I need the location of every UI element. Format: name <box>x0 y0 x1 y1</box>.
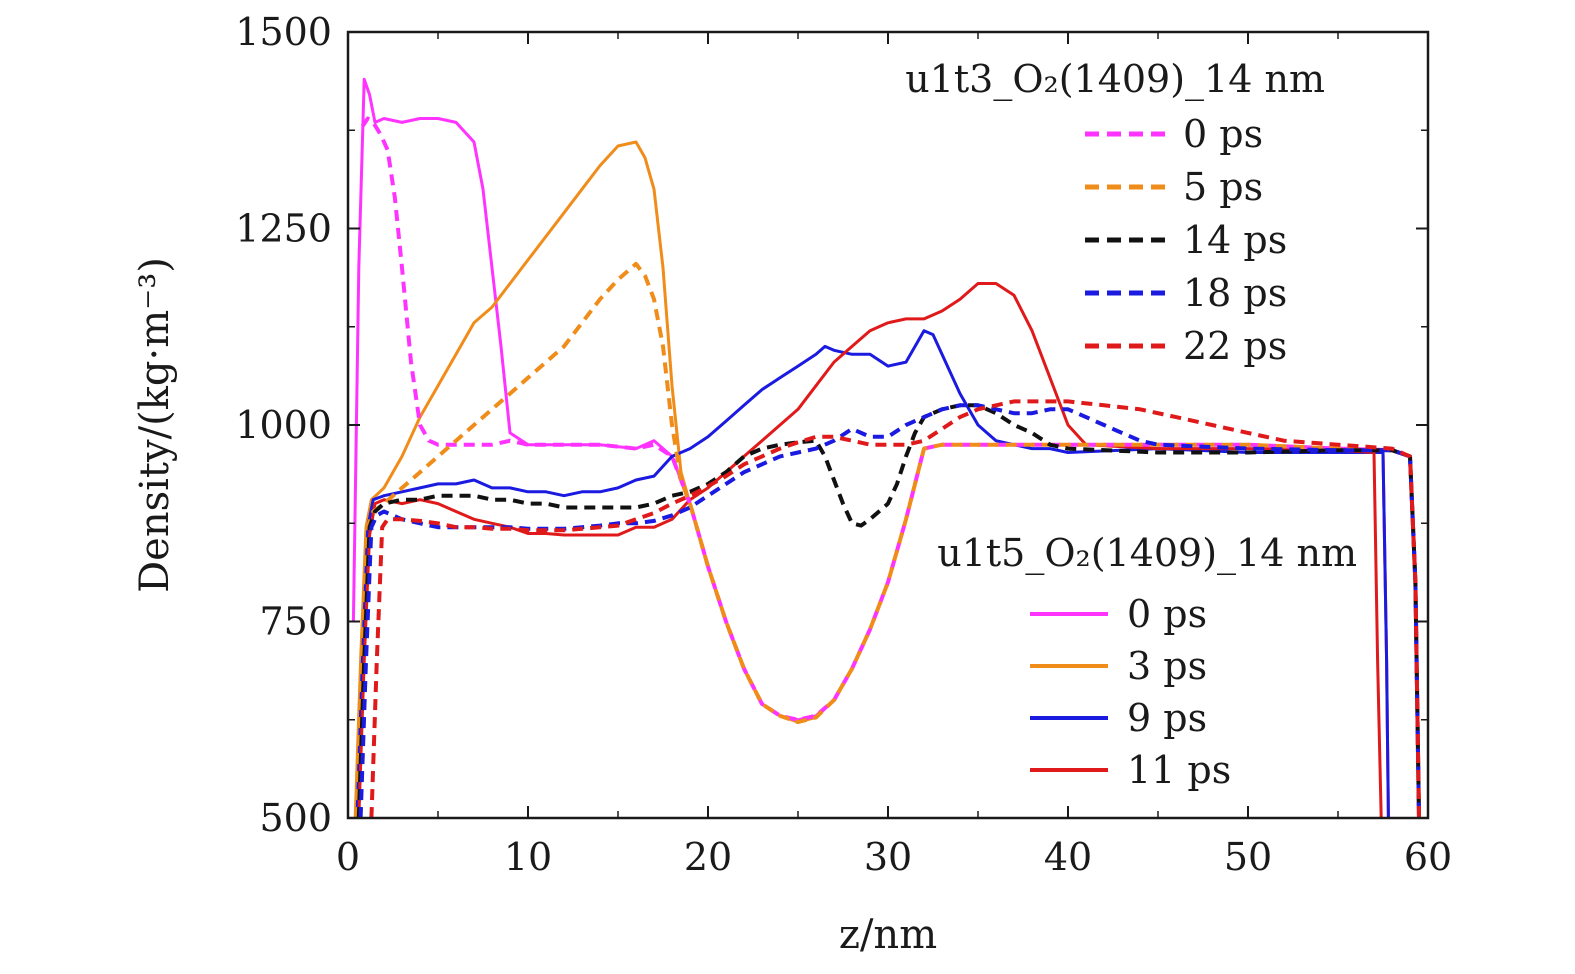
y-axis-label: Density/(kg·m⁻³) <box>132 257 178 593</box>
x-tick-label: 50 <box>1224 835 1272 879</box>
legend-label: 18 ps <box>1183 271 1287 315</box>
x-axis-label: z/nm <box>839 912 937 958</box>
legend-label: 0 ps <box>1127 592 1207 636</box>
x-tick-label: 0 <box>336 835 360 879</box>
legend-label: 11 ps <box>1127 748 1231 792</box>
series-line-u1t5-11-ps <box>357 282 1383 818</box>
legend-label: 0 ps <box>1183 112 1263 156</box>
x-tick-label: 60 <box>1404 835 1452 879</box>
y-tick-label: 1500 <box>235 10 332 54</box>
legend-label: 9 ps <box>1127 696 1207 740</box>
legend-label: 22 ps <box>1183 324 1287 368</box>
series-line-u1t3-22-ps <box>369 399 1421 818</box>
series-line-u1t5-9-ps <box>355 329 1390 818</box>
legend-title: u1t3_O₂(1409)_14 nm <box>905 57 1325 102</box>
y-tick-label: 500 <box>259 796 332 840</box>
legend-label: 3 ps <box>1127 644 1207 688</box>
series-line-u1t3-0-ps <box>360 116 1421 818</box>
x-tick-label: 40 <box>1044 835 1092 879</box>
ticks-layer: 0 10 20 30 40 50 60 500 750 1000 1250 1500 <box>235 10 1452 879</box>
legend-title: u1t5_O₂(1409)_14 nm <box>937 531 1357 576</box>
legend-label: 5 ps <box>1183 165 1263 209</box>
series-line-u1t3-14-ps <box>356 403 1421 818</box>
series-line-u1t3-18-ps <box>358 403 1421 818</box>
legend-label: 14 ps <box>1183 218 1287 262</box>
series-line-u1t3-5-ps <box>355 261 1421 818</box>
y-tick-label: 750 <box>259 600 332 644</box>
legend-layer: u1t3_O₂(1409)_14 nm 0 ps 5 ps 14 ps 18 ps 22 … <box>905 57 1357 792</box>
x-tick-label: 30 <box>864 835 912 879</box>
y-tick-label: 1250 <box>235 207 332 251</box>
x-tick-label: 20 <box>684 835 732 879</box>
y-tick-label: 1000 <box>235 403 332 447</box>
x-tick-label: 10 <box>504 835 552 879</box>
series-layer <box>351 77 1421 818</box>
